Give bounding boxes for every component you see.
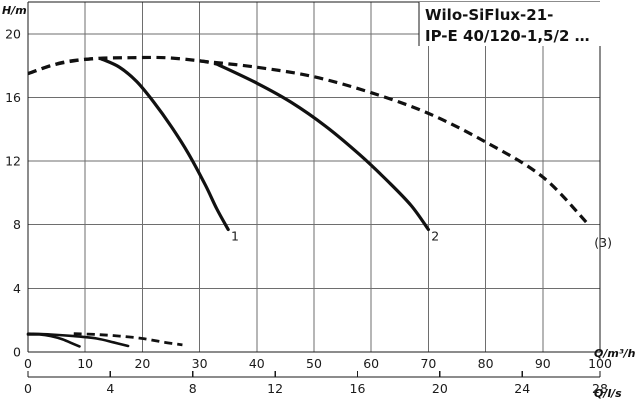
x-axis-secondary-tick-label: 20 bbox=[432, 381, 448, 396]
y-axis-tick-label: 8 bbox=[13, 217, 21, 232]
x-axis-primary-tick-label: 100 bbox=[588, 356, 612, 371]
curve-label-2: 2 bbox=[431, 229, 439, 244]
curve-pump-1-head-dashed-envelope bbox=[27, 56, 103, 76]
x-axis-secondary-tick-label: 8 bbox=[189, 381, 197, 396]
curve-pump-2-head-dashed-envelope bbox=[27, 55, 218, 76]
x-axis-secondary-unit-label: Q/l/s bbox=[594, 387, 622, 400]
curve-pump-2-head-solid bbox=[215, 62, 430, 232]
x-axis-secondary-tick-label: 16 bbox=[350, 381, 366, 396]
x-axis-primary-unit-label: Q/m³/h bbox=[594, 347, 636, 360]
grid-layer bbox=[28, 2, 600, 352]
curve-pump-3-head-dashed bbox=[199, 59, 590, 226]
chart-title-box: Wilo-SiFlux-21- IP-E 40/120-1,5/2 … bbox=[418, 2, 638, 46]
y-axis-tick-label: 4 bbox=[13, 281, 21, 296]
curve-pump-1-head-solid bbox=[100, 57, 230, 232]
y-axis-tick-label: 16 bbox=[5, 90, 21, 105]
title-background bbox=[419, 2, 638, 46]
y-axis-tick-label: 12 bbox=[5, 154, 21, 169]
x-axis-primary-tick-label: 90 bbox=[535, 356, 551, 371]
curve-label-3: (3) bbox=[594, 235, 612, 250]
x-axis-primary-tick-label: 30 bbox=[192, 356, 208, 371]
x-axis-secondary-tick-label: 24 bbox=[514, 381, 530, 396]
x-axis-secondary-tick-label: 4 bbox=[106, 381, 114, 396]
x-axis-secondary-tick-label: 0 bbox=[24, 381, 32, 396]
x-axis-primary-tick-label: 60 bbox=[363, 356, 379, 371]
x-axis-primary-tick-label: 80 bbox=[478, 356, 494, 371]
curve-layer bbox=[26, 55, 590, 348]
x-axis-primary-tick-label: 0 bbox=[24, 356, 32, 371]
curve-label-1: 1 bbox=[231, 229, 239, 244]
x-axis-primary-tick-label: 20 bbox=[134, 356, 150, 371]
x-axis-secondary-tick-label: 12 bbox=[267, 381, 283, 396]
x-axis-primary-tick-label: 10 bbox=[77, 356, 93, 371]
x-axis-primary-tick-label: 40 bbox=[249, 356, 265, 371]
chart-title-line-1: Wilo-SiFlux-21- bbox=[425, 6, 553, 24]
y-axis-unit-label: H/m bbox=[2, 4, 27, 17]
x-axis-primary-tick-label: 50 bbox=[306, 356, 322, 371]
y-axis-tick-label: 0 bbox=[13, 345, 21, 360]
y-axis-tick-label: 20 bbox=[5, 26, 21, 41]
x-axis-secondary-tick-label: 28 bbox=[592, 381, 608, 396]
x-axis-primary-tick-label: 70 bbox=[420, 356, 436, 371]
curve-lower-curve-3-dashed bbox=[73, 332, 183, 347]
curve-lower-curve-2-solid bbox=[26, 332, 130, 348]
chart-title-line-2: IP-E 40/120-1,5/2 … bbox=[425, 27, 590, 45]
curve-annotation-layer: 1 2 (3) bbox=[231, 229, 612, 250]
